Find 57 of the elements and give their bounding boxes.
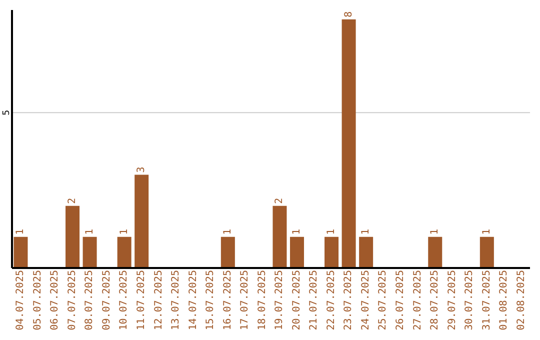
x-tick-label: 28.07.2025 <box>430 270 441 330</box>
x-tick-label: 21.07.2025 <box>308 270 320 330</box>
x-tick-label: 14.07.2025 <box>188 270 199 330</box>
x-tick-label: 27.07.2025 <box>412 270 424 330</box>
x-tick-label: 15.07.2025 <box>205 270 216 330</box>
bar <box>324 236 339 268</box>
data-label: 1 <box>84 228 96 235</box>
x-tick-label: 04.07.2025 <box>15 270 26 330</box>
data-label: 2 <box>67 198 78 204</box>
data-label: 2 <box>274 198 286 204</box>
y-tick-label: 5 <box>2 110 12 116</box>
bar <box>342 19 356 268</box>
x-tick-label: 26.07.2025 <box>395 270 406 330</box>
x-tick-label: 05.07.2025 <box>32 270 44 330</box>
x-tick-label: 12.07.2025 <box>153 270 164 330</box>
x-tick-label: 13.07.2025 <box>170 270 182 330</box>
data-label: 3 <box>136 166 148 173</box>
data-label: 1 <box>326 228 338 235</box>
x-tick-label: 08.07.2025 <box>84 270 96 330</box>
bar <box>272 206 287 268</box>
x-tick-label: 10.07.2025 <box>118 270 130 330</box>
x-tick-label: 17.07.2025 <box>240 270 251 330</box>
data-label: 1 <box>430 228 441 235</box>
data-label: 1 <box>118 228 130 235</box>
x-tick-label: 29.07.2025 <box>446 270 458 330</box>
bar <box>66 206 80 268</box>
bar <box>82 236 97 268</box>
bar <box>428 236 442 268</box>
x-tick-label: 09.07.2025 <box>101 270 112 330</box>
x-tick-label: 22.07.2025 <box>326 270 337 330</box>
bar <box>290 236 304 268</box>
x-tick-label: 25.07.2025 <box>378 270 389 330</box>
data-label: 1 <box>360 228 372 235</box>
x-tick-label: 30.07.2025 <box>464 270 476 330</box>
x-tick-label: 11.07.2025 <box>136 270 147 330</box>
x-tick-label: 07.07.2025 <box>66 270 78 330</box>
x-tick-label: 23.07.2025 <box>343 270 354 330</box>
data-label: 1 <box>222 228 234 235</box>
x-tick-label: 01.08.2025 <box>498 270 510 330</box>
x-tick-label: 24.07.2025 <box>360 270 372 330</box>
x-tick-label: 20.07.2025 <box>291 270 302 330</box>
x-tick-label: 19.07.2025 <box>274 270 286 330</box>
x-tick-label: 16.07.2025 <box>222 270 234 330</box>
data-label: 8 <box>343 11 354 18</box>
bar <box>359 236 374 268</box>
x-tick-label: 31.07.2025 <box>481 270 492 330</box>
data-label: 1 <box>15 228 26 235</box>
x-tick-label: 02.08.2025 <box>516 270 527 330</box>
data-label: 1 <box>481 228 492 235</box>
data-label: 1 <box>291 228 302 235</box>
bar <box>14 236 28 268</box>
bar <box>220 236 235 268</box>
bar <box>480 236 494 268</box>
x-tick-label: 18.07.2025 <box>256 270 268 330</box>
bar <box>117 236 132 268</box>
x-tick-label: 06.07.2025 <box>50 270 61 330</box>
bar <box>134 174 149 268</box>
